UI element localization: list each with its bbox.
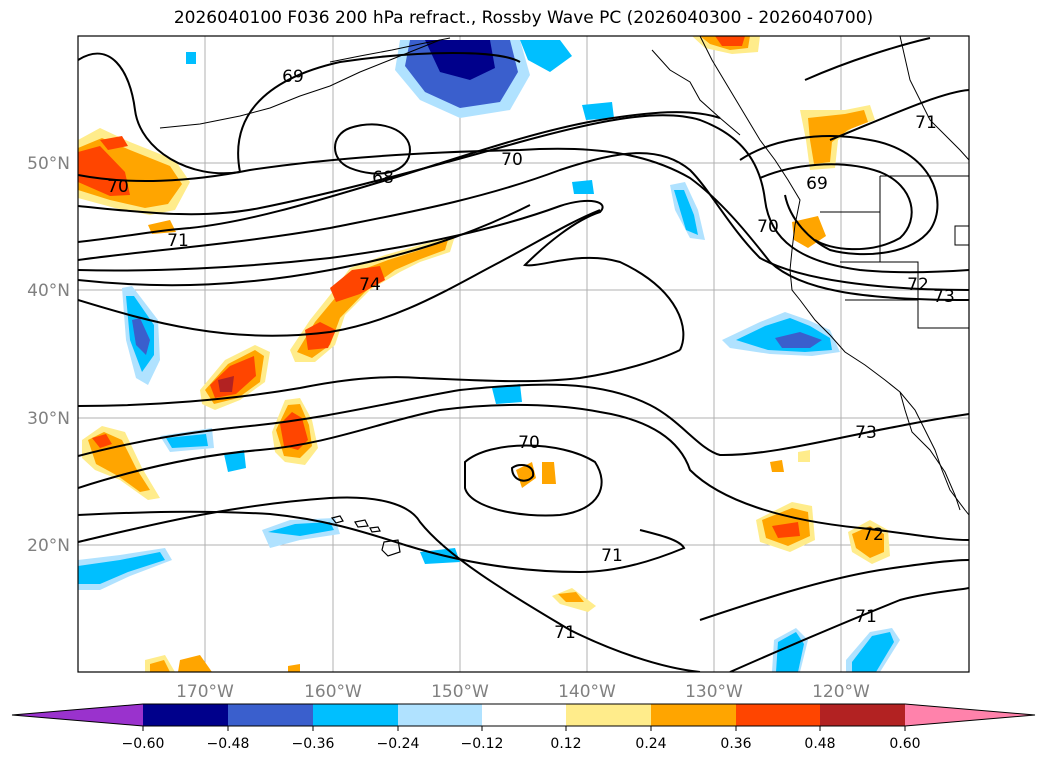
contour-label: 71 — [554, 623, 576, 643]
contour-label: 70 — [107, 177, 129, 197]
lat-label: 30°N — [27, 409, 70, 429]
colorbar-tick-label: 0.36 — [720, 736, 751, 752]
lon-label: 170°W — [176, 682, 234, 702]
lon-label: 120°W — [812, 682, 870, 702]
contour-label: 73 — [933, 287, 955, 307]
colorbar: −0.60 −0.48 −0.36 −0.24 −0.12 0.12 0.24 … — [11, 703, 1036, 752]
longitude-labels: 170°W 160°W 150°W 140°W 130°W 120°W — [176, 682, 870, 702]
lon-label: 150°W — [431, 682, 489, 702]
lon-label: 160°W — [304, 682, 362, 702]
colorbar-tick-label: 0.48 — [804, 736, 835, 752]
colorbar-cell — [736, 704, 820, 726]
colorbar-cell — [143, 704, 228, 726]
contour-label: 72 — [862, 525, 884, 545]
colorbar-cell — [228, 704, 313, 726]
colorbar-tick-label: 0.24 — [635, 736, 666, 752]
colorbar-extend-low — [12, 704, 143, 726]
colorbar-tick-label: −0.48 — [207, 736, 250, 752]
colorbar-tick-label: 0.60 — [889, 736, 920, 752]
colorbar-extend-high — [905, 704, 1035, 726]
colorbar-cell — [820, 704, 905, 726]
contour-label: 74 — [359, 275, 381, 295]
contour-label: 73 — [855, 423, 877, 443]
contour-label: 70 — [757, 217, 779, 237]
colorbar-tick-label: −0.36 — [292, 736, 335, 752]
contour-label: 71 — [855, 607, 877, 627]
negative-anomaly-fills — [78, 40, 900, 672]
colorbar-tick-label: −0.24 — [377, 736, 420, 752]
contour-label: 69 — [806, 174, 828, 194]
lon-label: 140°W — [558, 682, 616, 702]
colorbar-tick-label: 0.12 — [550, 736, 581, 752]
map-frame — [77, 35, 970, 673]
map-panel: 69 68 70 70 71 74 69 70 71 72 73 70 71 7… — [78, 36, 969, 672]
hawaiian-islands — [330, 515, 401, 557]
contour-label: 70 — [501, 150, 523, 170]
contour-lines — [78, 37, 969, 672]
colorbar-cell — [482, 704, 566, 726]
contour-labels: 69 68 70 70 71 74 69 70 71 72 73 70 71 7… — [107, 67, 955, 643]
lat-label: 20°N — [27, 536, 70, 556]
contour-label: 69 — [282, 67, 304, 87]
colorbar-cell — [313, 704, 398, 726]
contour-label: 71 — [601, 546, 623, 566]
colorbar-tick-label: −0.60 — [122, 736, 165, 752]
colorbar-cell — [398, 704, 482, 726]
contour-label: 70 — [518, 433, 540, 453]
lat-label: 50°N — [27, 154, 70, 174]
lon-label: 130°W — [685, 682, 743, 702]
contour-label: 71 — [167, 231, 189, 251]
latitude-labels: 50°N 40°N 30°N 20°N — [27, 154, 70, 556]
colorbar-cell — [651, 704, 736, 726]
map-title: 2026040100 F036 200 hPa refract., Rossby… — [173, 8, 874, 28]
contour-label: 71 — [915, 113, 937, 133]
lat-label: 40°N — [27, 281, 70, 301]
colorbar-cell — [566, 704, 651, 726]
colorbar-tick-label: −0.12 — [461, 736, 504, 752]
contour-label: 68 — [372, 168, 394, 188]
contour-label: 72 — [907, 275, 929, 295]
